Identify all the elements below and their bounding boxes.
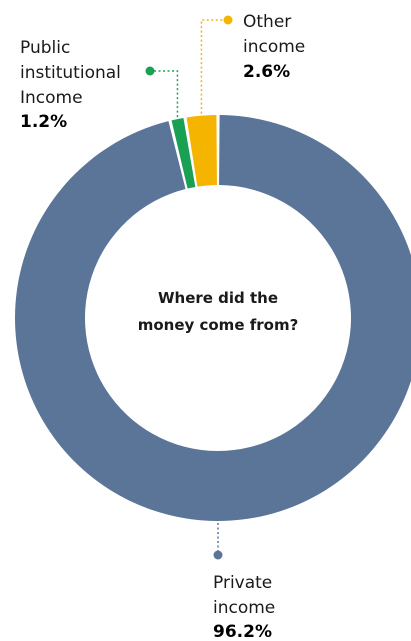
leader-dot-other-income — [223, 15, 233, 25]
chart-title-line-2: money come from? — [138, 316, 299, 334]
other-income-label-line-2: income — [243, 37, 305, 57]
leader-dot-private-income — [213, 550, 223, 560]
private-income-label-line-2: income — [213, 598, 275, 618]
leader-lines — [145, 15, 233, 560]
public-income-value: 1.2% — [20, 112, 67, 132]
leader-dot-public-income — [145, 66, 155, 76]
public-income-label-line-1: Public — [20, 38, 70, 58]
slice-private-income — [15, 115, 411, 521]
slice-public-institutional-income — [171, 117, 196, 189]
public-income-label-line-3: Income — [20, 88, 83, 108]
leader-other-income — [200, 19, 228, 114]
leader-public-income — [150, 70, 179, 118]
private-income-value: 96.2% — [213, 622, 272, 641]
other-income-label-line-1: Other — [243, 12, 291, 32]
slice-other-income — [186, 115, 217, 187]
public-income-label-line-2: institutional — [20, 63, 121, 83]
other-income-value: 2.6% — [243, 62, 290, 82]
private-income-label-line-1: Private — [213, 573, 272, 593]
chart-title-line-1: Where did the — [158, 289, 278, 307]
donut-slices — [15, 115, 411, 521]
